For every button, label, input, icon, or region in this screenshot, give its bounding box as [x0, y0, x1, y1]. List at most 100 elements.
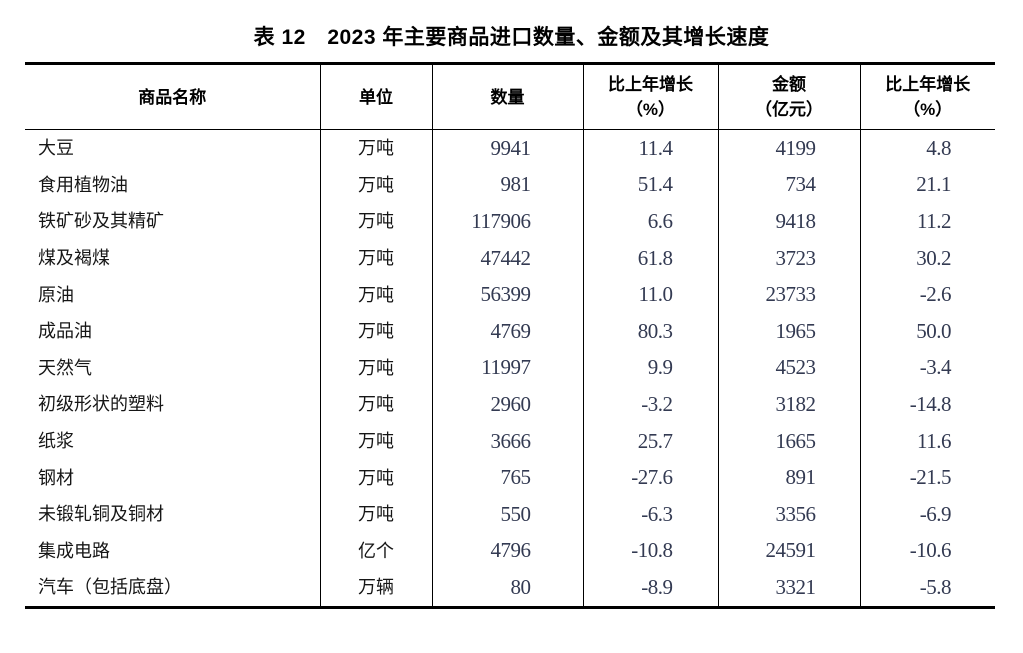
cell-amount: 1965 [717, 312, 860, 350]
cell-quantity-growth: -10.8 [582, 532, 718, 570]
table-row: 大豆 万吨 9941 11.4 4199 4.8 [25, 129, 995, 167]
cell-unit: 万吨 [319, 276, 432, 313]
col-header-commodity-name: 商品名称 [25, 63, 320, 130]
cell-quantity-growth: 11.4 [582, 129, 718, 167]
table-row: 铁矿砂及其精矿 万吨 117906 6.6 9418 11.2 [25, 203, 995, 240]
cell-amount-growth: -5.8 [859, 569, 995, 608]
cell-quantity: 765 [431, 459, 583, 496]
table-row: 成品油 万吨 4769 80.3 1965 50.0 [25, 312, 995, 350]
cell-quantity: 47442 [431, 239, 583, 277]
cell-quantity: 117906 [431, 203, 583, 240]
cell-amount: 891 [717, 459, 860, 496]
cell-quantity: 56399 [431, 276, 583, 313]
cell-amount-growth: 50.0 [859, 312, 995, 350]
table-row: 煤及褐煤 万吨 47442 61.8 3723 30.2 [25, 239, 995, 277]
cell-amount: 734 [717, 166, 860, 204]
table-title: 表 12 2023 年主要商品进口数量、金额及其增长速度 [253, 26, 770, 49]
cell-quantity-growth: 9.9 [582, 349, 718, 387]
col-header-sublabel: （亿元） [755, 100, 823, 119]
cell-quantity-growth: 25.7 [582, 422, 718, 460]
col-header-quantity-growth: 比上年增长 （%） [582, 63, 718, 130]
col-header-amount: 金额 （亿元） [717, 63, 860, 130]
header-row: 商品名称 单位 数量 比上年增长 （%） 金额 （亿元） 比上年增长 [25, 63, 995, 130]
cell-quantity: 981 [431, 166, 583, 204]
cell-amount: 3356 [717, 495, 860, 533]
col-header-label: 数量 [490, 87, 525, 107]
cell-amount-growth: 4.8 [859, 129, 995, 167]
table-row: 天然气 万吨 11997 9.9 4523 -3.4 [25, 349, 995, 387]
col-header-unit: 单位 [319, 63, 432, 130]
cell-quantity: 2960 [431, 386, 583, 423]
cell-amount: 23733 [717, 276, 860, 313]
table-row: 集成电路 亿个 4796 -10.8 24591 -10.6 [25, 532, 995, 570]
table-row: 汽车（包括底盘） 万辆 80 -8.9 3321 -5.8 [25, 569, 995, 608]
col-header-sublabel: （%） [625, 100, 676, 119]
table-row: 未锻轧铜及铜材 万吨 550 -6.3 3356 -6.9 [25, 495, 995, 533]
cell-commodity-name: 煤及褐煤 [38, 248, 110, 269]
cell-unit: 万吨 [319, 459, 432, 496]
cell-amount-growth: 11.2 [859, 203, 995, 240]
cell-amount: 1665 [717, 422, 860, 460]
cell-commodity-name: 成品油 [38, 321, 92, 342]
cell-quantity: 4796 [431, 532, 583, 570]
cell-amount-growth: -3.4 [859, 349, 995, 387]
col-header-label: 比上年增长 [608, 75, 693, 94]
cell-amount: 9418 [717, 203, 860, 240]
cell-amount: 4523 [717, 349, 860, 387]
cell-commodity-name: 铁矿砂及其精矿 [38, 211, 164, 232]
cell-unit: 万吨 [319, 129, 432, 167]
cell-amount: 24591 [717, 532, 860, 570]
cell-amount-growth: 30.2 [859, 239, 995, 277]
cell-quantity-growth: 51.4 [582, 166, 718, 204]
cell-commodity-name: 大豆 [38, 138, 74, 159]
col-header-label: 商品名称 [138, 87, 207, 107]
table-row: 初级形状的塑料 万吨 2960 -3.2 3182 -14.8 [25, 386, 995, 423]
col-header-quantity: 数量 [431, 63, 583, 130]
cell-unit: 万吨 [319, 203, 432, 240]
cell-quantity-growth: -8.9 [582, 569, 718, 608]
cell-unit: 万吨 [319, 495, 432, 533]
cell-quantity: 550 [431, 495, 583, 533]
cell-unit: 万吨 [319, 166, 432, 204]
cell-quantity-growth: -27.6 [582, 459, 718, 496]
table-row: 食用植物油 万吨 981 51.4 734 21.1 [25, 166, 995, 204]
cell-amount: 3321 [717, 569, 860, 608]
cell-commodity-name: 天然气 [38, 357, 92, 378]
cell-commodity-name: 集成电路 [38, 540, 110, 561]
cell-quantity: 4769 [431, 312, 583, 350]
cell-commodity-name: 汽车（包括底盘） [38, 577, 182, 598]
cell-amount-growth: -14.8 [859, 386, 995, 423]
table-row: 钢材 万吨 765 -27.6 891 -21.5 [25, 459, 995, 496]
cell-commodity-name: 初级形状的塑料 [38, 394, 164, 415]
col-header-label: 比上年增长 [885, 75, 971, 94]
cell-unit: 万吨 [319, 386, 432, 423]
cell-unit: 万吨 [319, 422, 432, 460]
cell-amount-growth: 21.1 [859, 166, 995, 204]
cell-unit: 万吨 [319, 312, 432, 350]
cell-unit: 万吨 [319, 239, 432, 277]
col-header-amount-growth: 比上年增长 （%） [859, 63, 995, 130]
cell-quantity-growth: 61.8 [582, 239, 718, 277]
table-row: 纸浆 万吨 3666 25.7 1665 11.6 [25, 422, 995, 460]
col-header-label: 金额 [772, 75, 806, 94]
cell-quantity-growth: -3.2 [582, 386, 718, 423]
cell-unit: 万辆 [319, 569, 432, 608]
table-row: 原油 万吨 56399 11.0 23733 -2.6 [25, 276, 995, 313]
cell-amount-growth: -10.6 [859, 532, 995, 570]
col-header-sublabel: （%） [903, 100, 953, 119]
cell-quantity: 80 [431, 569, 583, 608]
cell-amount-growth: 11.6 [859, 422, 995, 460]
cell-quantity-growth: 11.0 [582, 276, 718, 313]
cell-amount: 3182 [717, 386, 860, 423]
cell-amount-growth: -21.5 [859, 459, 995, 496]
cell-amount: 3723 [717, 239, 860, 277]
cell-unit: 亿个 [319, 532, 432, 570]
cell-amount-growth: -2.6 [859, 276, 995, 313]
col-header-label: 单位 [359, 87, 393, 107]
cell-quantity: 3666 [431, 422, 583, 460]
cell-quantity: 9941 [431, 129, 583, 167]
cell-commodity-name: 未锻轧铜及铜材 [38, 504, 164, 525]
cell-quantity-growth: 80.3 [582, 312, 718, 350]
cell-commodity-name: 钢材 [38, 467, 74, 488]
